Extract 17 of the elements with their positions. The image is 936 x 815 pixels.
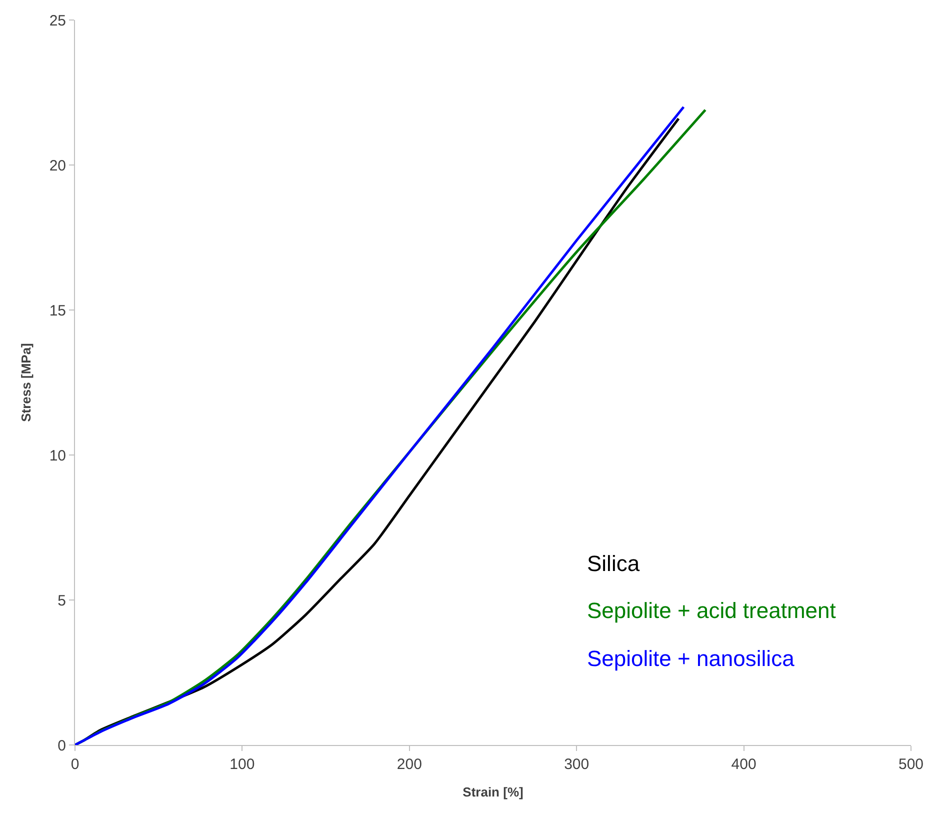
text: Sepiolite + acid treatment — [587, 598, 836, 623]
y-tick-label: 15 — [49, 302, 66, 320]
y-axis-title: Stress [MPa] — [18, 343, 34, 422]
x-axis-title: Strain [%] — [462, 784, 524, 800]
y-tick-label: 10 — [49, 447, 66, 464]
x-tick-label: 100 — [230, 756, 255, 773]
text: Sepiolite + nanosilica — [587, 646, 796, 671]
x-tick-label: 200 — [396, 756, 422, 773]
y-tick-label: 20 — [49, 157, 66, 174]
x-tick-label: 300 — [564, 756, 590, 773]
y-tick-label: 0 — [58, 737, 66, 754]
y-tick-label: 25 — [49, 12, 66, 30]
text: Silica — [587, 551, 640, 576]
x-tick-label: 500 — [898, 756, 924, 773]
y-tick-label: 5 — [58, 592, 66, 610]
x-tick-label: 0 — [70, 756, 80, 773]
x-tick-label: 400 — [731, 756, 756, 773]
